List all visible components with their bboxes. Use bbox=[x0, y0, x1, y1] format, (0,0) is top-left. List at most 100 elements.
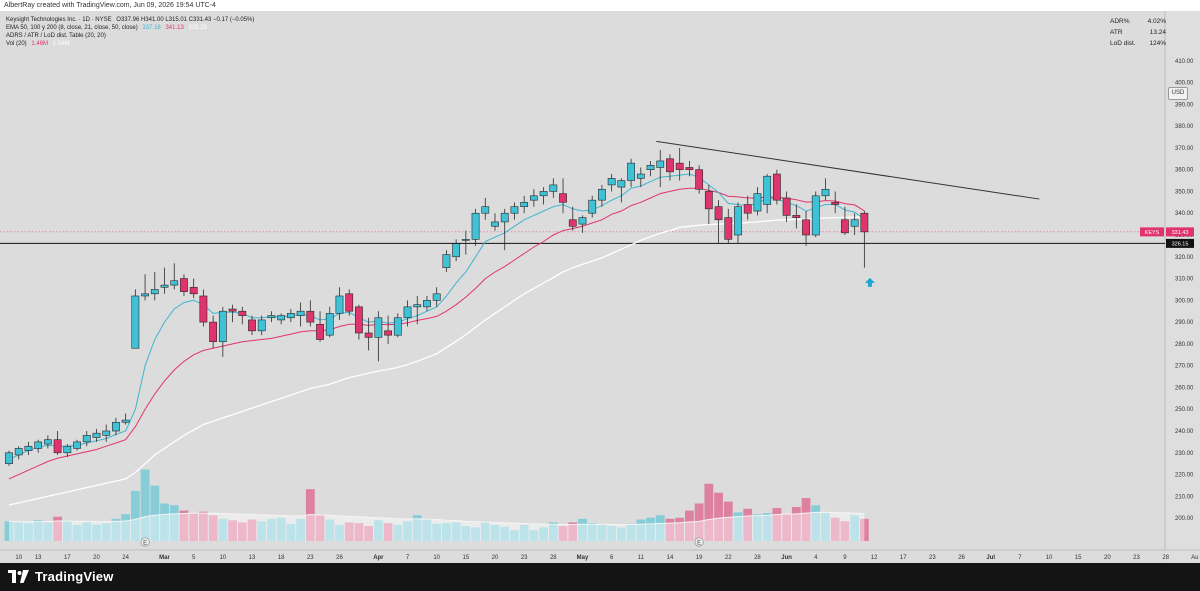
candle bbox=[588, 195, 597, 218]
price-chart[interactable]: E E 200.00 210.00 220.00 230.00 240.00 250.00 26… bbox=[0, 11, 1200, 563]
volume-bar bbox=[344, 522, 354, 541]
candle bbox=[792, 204, 801, 229]
candle-body bbox=[549, 184, 558, 192]
candle bbox=[617, 178, 626, 203]
candle bbox=[413, 295, 422, 325]
volume-bar bbox=[169, 505, 179, 541]
y-tick-label: 380.00 bbox=[1175, 124, 1194, 130]
x-tick-label: 15 bbox=[462, 555, 469, 561]
x-tick-label: 26 bbox=[336, 555, 343, 561]
candle bbox=[714, 200, 723, 244]
support-tag-bg bbox=[1166, 238, 1194, 248]
candle-body bbox=[792, 215, 801, 218]
candle-body bbox=[277, 315, 286, 321]
candle-body bbox=[452, 243, 461, 258]
candle-body bbox=[73, 441, 81, 449]
candle bbox=[325, 306, 334, 338]
ema50-line bbox=[8, 216, 865, 506]
stats-label: LoD dist. bbox=[1110, 40, 1136, 47]
volume-bar bbox=[150, 485, 160, 541]
volume-bar bbox=[296, 518, 305, 541]
candle-body bbox=[296, 310, 305, 316]
tradingview-logo[interactable]: TradingView bbox=[8, 569, 114, 584]
candle bbox=[559, 178, 567, 214]
y-tick-label: 360.00 bbox=[1175, 168, 1194, 174]
support-tag-text: 326.15 bbox=[1172, 241, 1189, 247]
legend-ema8-value: 337.16 bbox=[142, 25, 161, 31]
x-tick-label: 10 bbox=[433, 555, 440, 561]
candle bbox=[491, 213, 499, 231]
candle bbox=[257, 315, 266, 336]
candle bbox=[189, 278, 198, 299]
y-tick-label: 320.00 bbox=[1175, 255, 1194, 261]
volume-bar bbox=[305, 489, 315, 541]
x-tick-label: Mar bbox=[159, 555, 170, 561]
volume-bar bbox=[694, 503, 704, 541]
candle bbox=[180, 274, 188, 296]
x-tick-label: 19 bbox=[696, 555, 703, 561]
candle-body bbox=[150, 289, 159, 295]
candle-body bbox=[500, 212, 509, 223]
candle bbox=[393, 313, 402, 338]
volume-bar bbox=[92, 524, 101, 541]
x-tick-label: 9 bbox=[843, 555, 847, 561]
candle bbox=[277, 313, 286, 325]
volume-bar bbox=[199, 511, 208, 541]
volume-bar bbox=[325, 519, 335, 541]
y-tick-label: 240.00 bbox=[1175, 429, 1194, 435]
volume-bar bbox=[62, 521, 72, 541]
candle-body bbox=[646, 165, 655, 170]
candle-body bbox=[24, 445, 33, 451]
candle-body bbox=[131, 295, 140, 349]
candle bbox=[364, 317, 373, 351]
volume-bar bbox=[33, 520, 43, 541]
volume-bar bbox=[276, 517, 286, 541]
x-tick-label: May bbox=[577, 555, 589, 561]
volume-bar bbox=[500, 526, 510, 541]
volume-bar bbox=[160, 503, 169, 541]
volume-ma-line bbox=[8, 511, 865, 526]
chart-frame: E E 200.00 210.00 220.00 230.00 240.00 250.00 26… bbox=[0, 11, 1200, 563]
volume-bar bbox=[539, 527, 548, 541]
volume-bar bbox=[762, 513, 772, 541]
candle bbox=[539, 187, 548, 205]
legend-vol-row: Vol (20) 1.46M 1.54M bbox=[6, 40, 254, 48]
candle bbox=[568, 206, 577, 231]
volume-bar bbox=[578, 518, 587, 541]
candle-body bbox=[821, 188, 830, 197]
y-tick-label: 270.00 bbox=[1175, 364, 1194, 370]
candle bbox=[675, 147, 684, 181]
candle bbox=[121, 413, 130, 425]
volume-bar bbox=[403, 521, 412, 541]
candle-body bbox=[588, 199, 597, 214]
candle-body bbox=[811, 195, 820, 236]
candle bbox=[598, 184, 606, 207]
volume-bar bbox=[782, 514, 791, 541]
candle-body bbox=[802, 219, 810, 236]
candle-body bbox=[471, 212, 480, 240]
y-tick-label: 280.00 bbox=[1175, 342, 1194, 348]
volume-bar bbox=[850, 515, 860, 541]
candle bbox=[432, 287, 441, 307]
candle bbox=[734, 202, 742, 244]
candle bbox=[802, 211, 810, 246]
footer-bar: TradingView bbox=[0, 563, 1200, 591]
candle bbox=[141, 274, 149, 301]
legend-vol-ma-value: 1.54M bbox=[52, 41, 70, 47]
credit-bar: AlbertRay created with TradingView.com, … bbox=[0, 0, 1200, 11]
candle bbox=[607, 174, 616, 192]
volume-bar bbox=[247, 519, 257, 541]
candle bbox=[199, 289, 208, 327]
currency-button[interactable]: USD bbox=[1168, 87, 1188, 100]
candle-body bbox=[743, 204, 752, 214]
volume-bar bbox=[490, 524, 500, 541]
candle-body bbox=[14, 448, 23, 456]
candle bbox=[355, 304, 363, 340]
x-tick-label: 18 bbox=[278, 555, 285, 561]
x-tick-label: Apr bbox=[373, 555, 384, 561]
volume-bar bbox=[130, 490, 140, 541]
stats-row-adr: ADR% 4.02% bbox=[1110, 16, 1166, 27]
candle-body bbox=[714, 206, 723, 221]
volume-bar bbox=[519, 524, 529, 541]
volume-bar bbox=[315, 515, 325, 541]
